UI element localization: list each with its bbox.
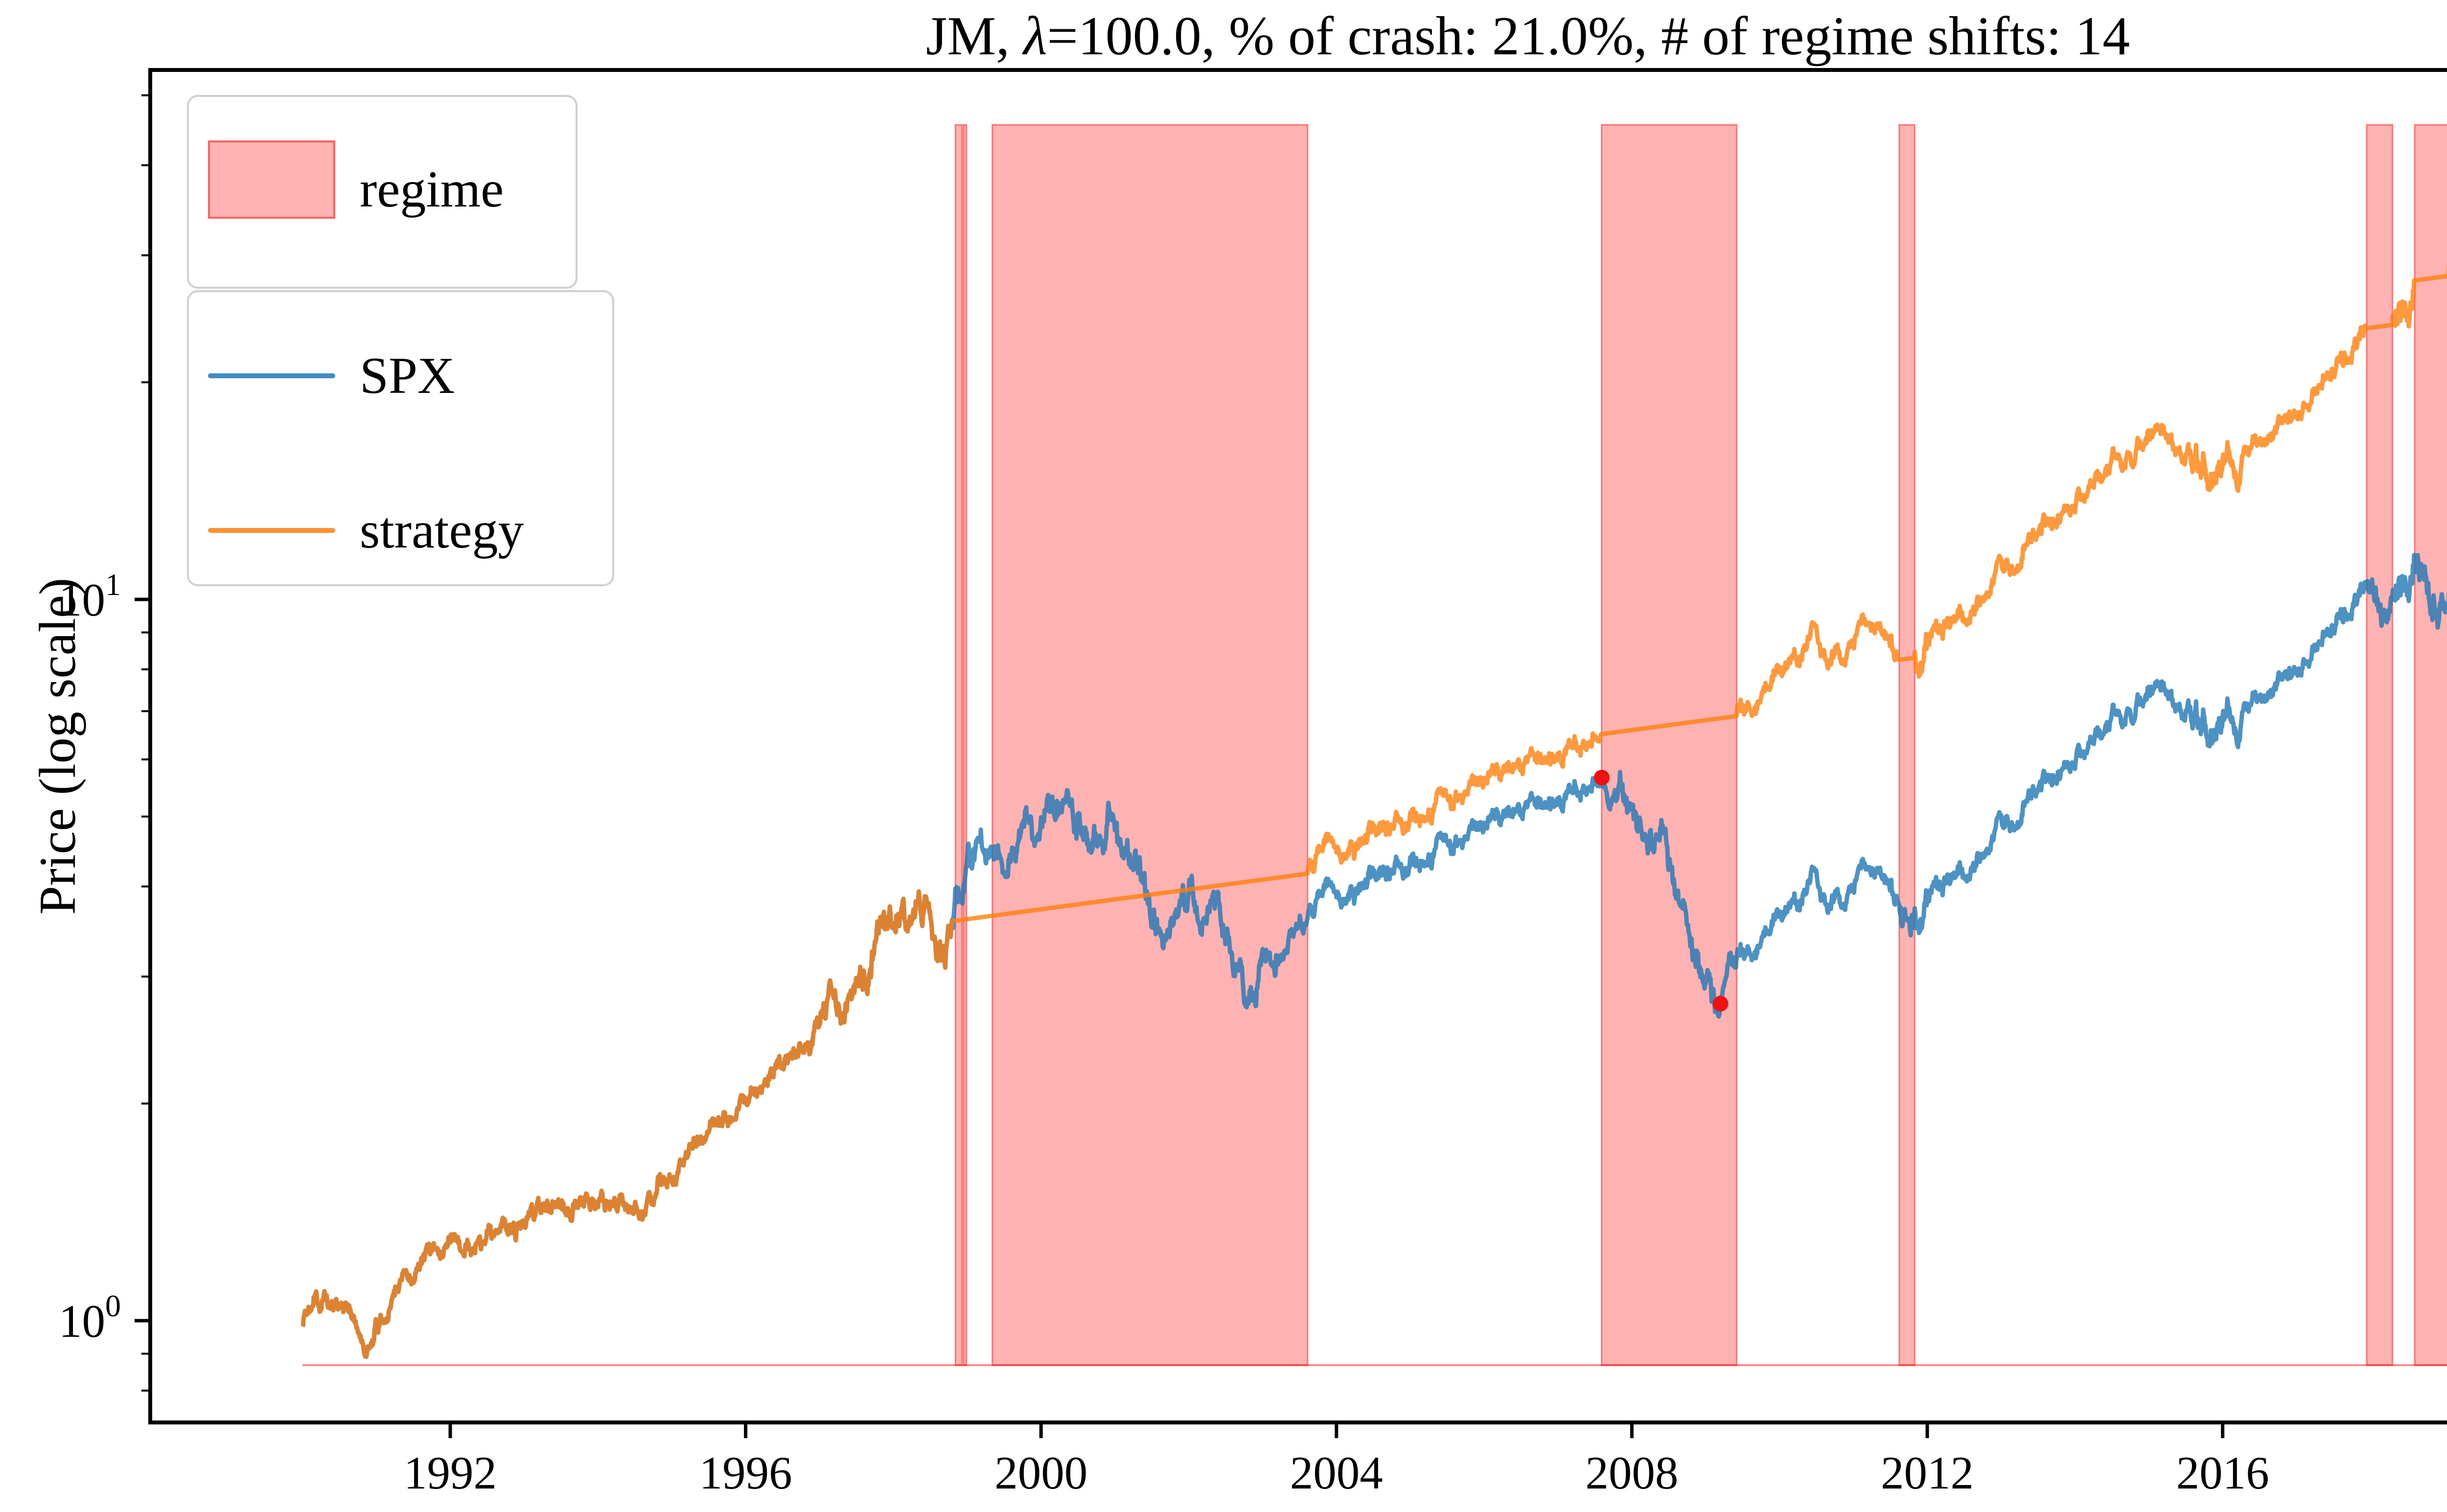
plot-border xyxy=(148,68,2447,1424)
x-tick-label-2016: 2016 xyxy=(2176,1447,2269,1499)
regime-span-2 xyxy=(992,124,1309,1366)
x-tick-label-2012: 2012 xyxy=(1881,1447,1974,1499)
x-tick-label-2008: 2008 xyxy=(1585,1447,1678,1499)
x-tick-label-2000: 2000 xyxy=(994,1447,1087,1499)
legend-label-regime: regime xyxy=(360,160,504,218)
chart-title: JM, λ=100.0, % of crash: 21.0%, # of reg… xyxy=(925,6,2130,67)
spx-line xyxy=(300,553,2447,1359)
spx-line-swatch xyxy=(208,373,335,378)
regime-patch-swatch xyxy=(208,140,335,219)
x-tick-label-1996: 1996 xyxy=(699,1447,792,1499)
regime-span-4 xyxy=(1898,124,1916,1366)
legend-box-regime: regime xyxy=(187,95,577,289)
y-tick-label-10e0: 100 xyxy=(59,1288,121,1347)
regime-shift-dot-1 xyxy=(1712,996,1729,1012)
regime-span-1 xyxy=(963,124,968,1366)
legend-label-spx: SPX xyxy=(360,347,455,404)
legend-label-strategy: strategy xyxy=(360,502,524,559)
legend-box-series: SPX strategy xyxy=(187,290,614,586)
regime-span-3 xyxy=(1601,124,1738,1366)
y-axis-label-left: Price (log scale) xyxy=(29,577,86,915)
regime-span-0 xyxy=(954,124,963,1366)
x-tick-label-1992: 1992 xyxy=(404,1447,497,1499)
regime-shift-dot-0 xyxy=(1593,770,1610,786)
regime-span-6 xyxy=(2414,124,2447,1366)
regime-span-5 xyxy=(2366,124,2394,1366)
x-tick-label-2004: 2004 xyxy=(1290,1447,1383,1499)
y-tick-label-10e1: 101 xyxy=(59,567,121,626)
lambda-symbol: λ xyxy=(1023,6,1047,67)
strategy-line-swatch xyxy=(208,528,335,533)
strategy-line xyxy=(300,264,2447,1359)
